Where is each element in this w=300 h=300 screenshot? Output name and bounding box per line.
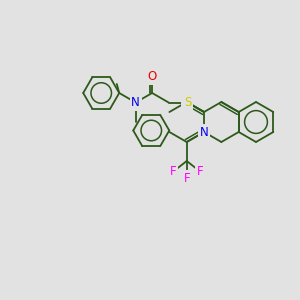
Text: N: N — [200, 125, 208, 139]
Text: F: F — [183, 172, 190, 184]
Text: N: N — [131, 96, 140, 109]
Text: S: S — [184, 96, 191, 109]
Text: O: O — [148, 70, 157, 83]
Text: N: N — [182, 95, 191, 109]
Text: F: F — [170, 165, 177, 178]
Text: F: F — [197, 165, 203, 178]
